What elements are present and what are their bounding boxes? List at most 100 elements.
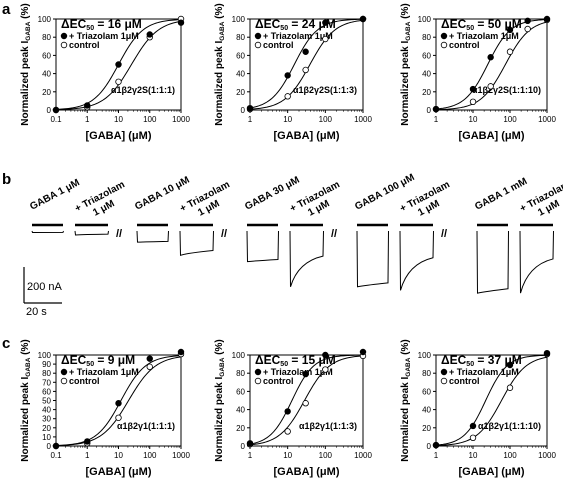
x-axis-label: [GABA] (μM)	[459, 466, 525, 478]
y-axis-label: Normalized peak IGABA (%)	[20, 3, 32, 126]
data-point-triazolam	[146, 355, 153, 362]
data-point-triazolam	[52, 106, 60, 114]
y-axis-label: Normalized peak IGABA (%)	[214, 3, 226, 126]
x-tick-label: 0.1	[50, 115, 62, 124]
plot-frame	[249, 354, 364, 447]
data-point-control	[506, 384, 514, 391]
axis-break: //	[331, 228, 337, 240]
y-tick-label: 60	[42, 51, 51, 60]
trace-control	[136, 230, 169, 243]
data-point-triazolam	[115, 400, 122, 407]
x-tick-label: 1000	[172, 451, 190, 460]
legend-marker-open	[60, 377, 68, 385]
legend-label: control	[449, 376, 480, 386]
data-point-triazolam	[359, 15, 367, 23]
y-tick-label: 60	[236, 51, 245, 60]
x-tick-label: 100	[319, 451, 333, 460]
data-point-triazolam	[469, 85, 477, 93]
y-tick-label: 0	[241, 442, 246, 451]
legend-label: + Triazolam 1μM	[69, 367, 139, 377]
y-tick-label: 100	[418, 15, 432, 24]
y-tick-label: 20	[42, 88, 51, 97]
y-tick-label: 20	[422, 424, 431, 433]
data-point-control	[146, 363, 153, 371]
y-tick-label: 10	[42, 433, 51, 442]
data-point-control	[284, 428, 291, 435]
data-point-control	[469, 434, 477, 442]
chart-c2: 1 10 100 1000 0 20 40 60 80 100 [GABA] (μM) Normali…	[214, 339, 372, 478]
chart-title: ΔEC50 = 16 μM	[61, 17, 142, 32]
legend-marker-open	[440, 377, 448, 385]
chart-title: ΔEC50 = 9 μM	[61, 353, 135, 368]
x-tick-label: 1	[434, 451, 439, 460]
legend-label: control	[263, 40, 294, 50]
axis-break: //	[441, 228, 447, 240]
y-tick-label: 100	[232, 15, 246, 24]
x-tick-label: 1000	[354, 451, 372, 460]
y-tick-label: 50	[42, 397, 51, 406]
y-tick-label: 60	[422, 51, 431, 60]
x-tick-label: 100	[319, 115, 333, 124]
y-tick-label: 0	[47, 442, 52, 451]
chart-a2: 1 10 100 1000 0 20 40 60 80 100 [GABA] (μM) Normali…	[214, 3, 372, 142]
y-tick-label: 0	[241, 106, 246, 115]
y-tick-label: 40	[422, 406, 431, 415]
x-tick-label: 100	[503, 115, 517, 124]
data-point-control	[487, 83, 494, 90]
x-tick-label: 100	[503, 451, 517, 460]
data-point-triazolam	[432, 441, 440, 449]
y-tick-label: 0	[427, 106, 432, 115]
y-tick-label: 80	[236, 33, 245, 42]
fit-curve	[435, 354, 548, 446]
y-tick-label: 80	[422, 369, 431, 378]
data-point-triazolam	[84, 102, 91, 109]
y-tick-label: 0	[47, 106, 52, 115]
y-tick-label: 60	[42, 387, 51, 396]
y-tick-label: 20	[236, 88, 245, 97]
y-axis-label: Normalized peak IGABA (%)	[400, 339, 412, 462]
legend-label: control	[69, 376, 100, 386]
data-point-triazolam	[302, 48, 309, 55]
data-point-triazolam	[322, 351, 329, 359]
data-point-triazolam	[146, 31, 153, 38]
condition-label: α1β2γ2S(1:1:10)	[472, 85, 541, 95]
trace-triazolam	[179, 230, 214, 256]
y-tick-label: 100	[232, 351, 246, 360]
x-axis-label: [GABA] (μM)	[86, 466, 152, 478]
data-point-triazolam	[246, 104, 254, 112]
data-point-triazolam	[302, 370, 309, 378]
data-point-triazolam	[469, 422, 477, 430]
data-point-triazolam	[84, 438, 91, 445]
x-tick-label: 1	[434, 115, 439, 124]
y-tick-label: 60	[236, 387, 245, 396]
x-axis-label: [GABA] (μM)	[459, 130, 525, 142]
condition-label: α1β2γ1(1:1:1)	[117, 421, 175, 431]
y-tick-label: 70	[42, 378, 51, 387]
data-point-triazolam	[543, 349, 551, 357]
data-point-control	[115, 414, 122, 421]
legend-marker-filled	[254, 368, 262, 376]
condition-label: α1β2γ2S(1:1:3)	[293, 85, 357, 95]
y-tick-label: 90	[42, 360, 51, 369]
panel-label-b: b	[2, 171, 11, 188]
data-point-triazolam	[52, 442, 60, 450]
x-tick-label: 10	[283, 451, 292, 460]
trace-control	[476, 230, 509, 294]
y-tick-label: 0	[427, 442, 432, 451]
legend-marker-filled	[254, 32, 262, 40]
y-axis-label: Normalized peak IGABA (%)	[20, 339, 32, 462]
y-tick-label: 40	[42, 406, 51, 415]
y-tick-label: 40	[236, 70, 245, 79]
scale-label-time: 20 s	[26, 306, 47, 318]
x-tick-label: 100	[143, 451, 157, 460]
data-point-control	[302, 66, 309, 74]
x-tick-label: 10	[114, 451, 123, 460]
y-tick-label: 80	[42, 33, 51, 42]
x-tick-label: 1	[248, 115, 253, 124]
data-point-triazolam	[543, 15, 551, 23]
x-tick-label: 1	[248, 451, 253, 460]
